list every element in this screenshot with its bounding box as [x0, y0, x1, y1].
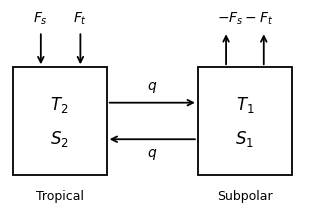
Text: $T_1$: $T_1$: [236, 95, 254, 115]
Text: $q$: $q$: [147, 80, 157, 95]
Text: $F_t$: $F_t$: [73, 11, 87, 27]
Bar: [198, 67, 292, 175]
Text: $S_2$: $S_2$: [50, 129, 69, 149]
Text: Tropical: Tropical: [36, 190, 84, 203]
Text: Subpolar: Subpolar: [217, 190, 273, 203]
Text: $q$: $q$: [147, 147, 157, 162]
Text: $-F_s-F_t$: $-F_s-F_t$: [217, 11, 273, 27]
Bar: [13, 67, 107, 175]
Text: $T_2$: $T_2$: [51, 95, 69, 115]
Text: $F_s$: $F_s$: [33, 11, 48, 27]
Text: $S_1$: $S_1$: [236, 129, 254, 149]
